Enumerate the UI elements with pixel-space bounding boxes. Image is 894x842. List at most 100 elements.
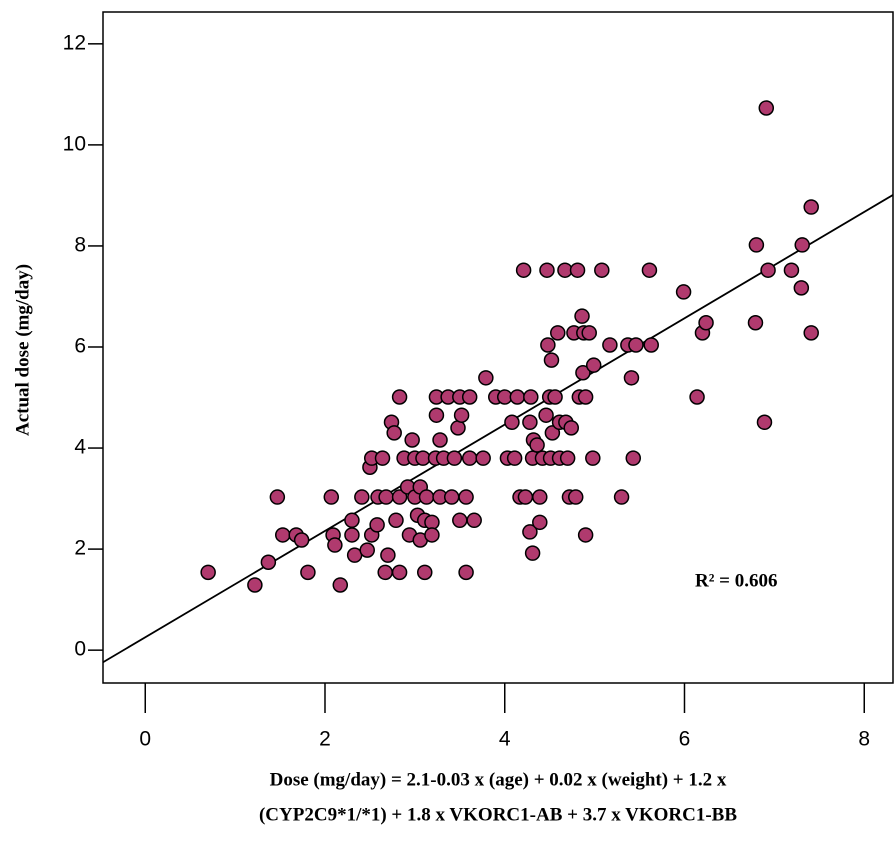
- point: [509, 389, 526, 405]
- point: [461, 389, 478, 405]
- point: [369, 517, 385, 533]
- x-tick-label: 2: [319, 728, 331, 751]
- point: [550, 325, 566, 341]
- x-tick-label: 0: [139, 728, 151, 751]
- point: [547, 389, 563, 405]
- point: [404, 432, 420, 448]
- point: [698, 314, 714, 331]
- point: [300, 564, 316, 581]
- point: [567, 489, 584, 505]
- point: [641, 262, 658, 278]
- point: [585, 450, 601, 466]
- point: [478, 370, 494, 386]
- point: [543, 352, 560, 368]
- x-tick-label: 4: [499, 728, 511, 751]
- point: [458, 489, 474, 505]
- point: [247, 577, 263, 593]
- point: [374, 450, 391, 466]
- point: [522, 524, 538, 540]
- point: [386, 425, 402, 441]
- point: [628, 337, 644, 353]
- point: [517, 489, 534, 505]
- y-axis-label: Actual dose (mg/day): [12, 264, 33, 436]
- point: [378, 489, 394, 505]
- trend-line: [103, 194, 893, 664]
- point: [453, 407, 470, 423]
- point: [538, 407, 554, 423]
- point: [466, 512, 482, 529]
- point: [760, 262, 776, 278]
- point: [515, 262, 532, 278]
- x-tick-label: 8: [858, 728, 870, 751]
- point: [574, 308, 590, 324]
- point: [581, 325, 597, 341]
- point: [563, 420, 579, 436]
- point: [428, 407, 445, 423]
- point: [391, 389, 408, 405]
- point: [504, 414, 520, 431]
- point: [569, 262, 586, 278]
- point: [539, 262, 555, 278]
- point: [293, 532, 310, 548]
- y-tick-label: 0: [74, 638, 86, 661]
- point: [274, 527, 291, 543]
- point: [577, 527, 594, 543]
- point: [344, 527, 360, 543]
- point: [450, 420, 466, 436]
- y-tick-label: 4: [74, 436, 86, 459]
- point: [524, 545, 541, 561]
- x-axis-label: Dose (mg/day) = 2.1-0.03 x (age) + 0.02 …: [270, 769, 727, 790]
- point: [544, 425, 561, 441]
- point: [625, 450, 642, 466]
- point: [756, 414, 773, 431]
- point: [359, 542, 375, 558]
- point: [540, 337, 556, 353]
- point: [523, 389, 539, 405]
- point: [344, 512, 360, 529]
- point: [424, 527, 440, 543]
- point: [522, 414, 538, 431]
- point: [532, 489, 548, 505]
- point: [585, 357, 602, 373]
- annotation: R² = 0.606: [695, 570, 778, 591]
- point: [793, 280, 810, 296]
- point: [594, 262, 610, 278]
- point: [747, 314, 764, 331]
- point: [269, 489, 286, 505]
- point: [529, 437, 545, 453]
- y-tick-label: 10: [63, 132, 86, 155]
- point: [443, 489, 460, 505]
- x-tick-label: 6: [679, 728, 691, 751]
- point: [643, 337, 659, 353]
- point: [380, 547, 396, 563]
- point: [327, 537, 343, 553]
- y-tick-label: 6: [74, 335, 86, 358]
- point: [532, 514, 548, 531]
- point: [575, 365, 591, 381]
- x-axis-label: (CYP2C9*1/*1) + 1.8 x VKORC1-AB + 3.7 x …: [259, 804, 737, 825]
- point: [446, 450, 463, 466]
- point: [748, 237, 765, 253]
- point: [461, 450, 478, 466]
- point: [623, 370, 640, 386]
- point: [417, 564, 433, 581]
- point: [388, 512, 404, 529]
- point: [794, 237, 810, 253]
- point: [452, 512, 468, 529]
- point: [758, 100, 775, 116]
- point: [391, 489, 408, 505]
- point: [323, 489, 340, 505]
- point: [377, 564, 393, 581]
- point: [803, 325, 819, 341]
- point: [602, 337, 618, 353]
- point: [506, 450, 523, 466]
- point: [577, 389, 594, 405]
- point: [332, 577, 349, 593]
- point: [200, 564, 216, 581]
- point: [475, 450, 491, 466]
- point: [391, 564, 408, 581]
- point: [260, 554, 277, 570]
- point: [432, 432, 448, 448]
- point: [559, 450, 576, 466]
